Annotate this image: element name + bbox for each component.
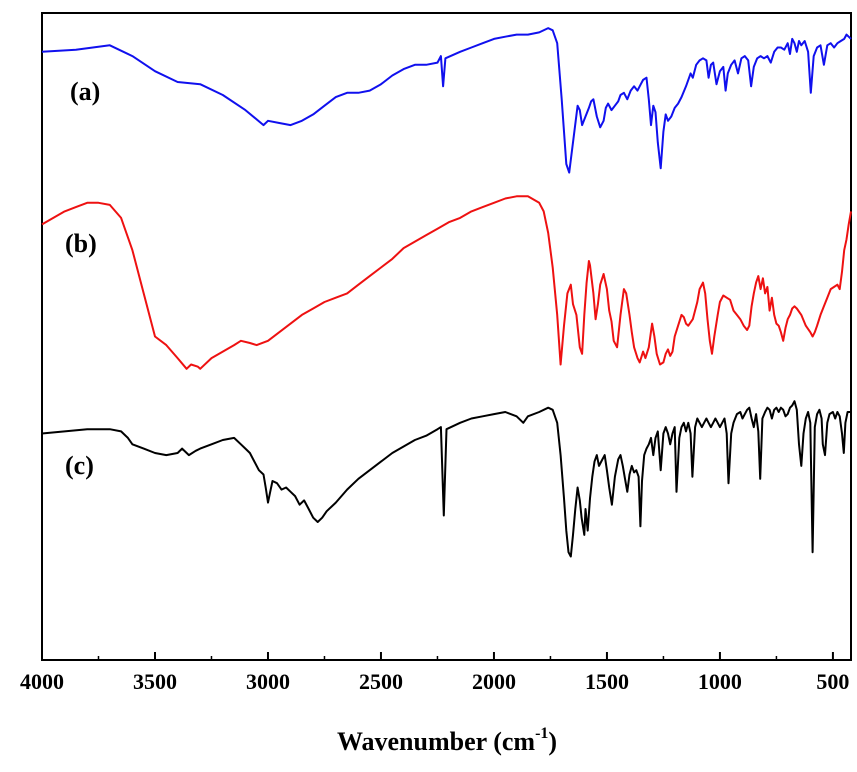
x-axis: 4000 3500 3000 2500 2000 1500 1000 500 <box>20 652 849 694</box>
series-label-b: (b) <box>65 229 97 258</box>
x-axis-title-superscript: -1 <box>535 725 548 742</box>
x-axis-title: Wavenumber (cm-1) <box>337 725 557 756</box>
x-axis-title-tail: ) <box>548 727 557 756</box>
x-axis-title-text: Wavenumber (cm <box>337 727 535 756</box>
x-tick-label-500: 500 <box>816 669 849 694</box>
plot-frame <box>41 12 852 661</box>
series-labels: (a) (b) (c) <box>65 77 100 480</box>
series-line-c <box>41 400 851 558</box>
x-tick-label-2000: 2000 <box>472 669 516 694</box>
x-tick-label-1000: 1000 <box>698 669 742 694</box>
series-line-a <box>41 27 852 174</box>
series-label-a: (a) <box>70 77 100 106</box>
series-label-c: (c) <box>65 451 94 480</box>
series-line-b <box>41 195 852 370</box>
x-tick-label-1500: 1500 <box>585 669 629 694</box>
x-tick-label-4000: 4000 <box>20 669 64 694</box>
x-tick-label-3500: 3500 <box>133 669 177 694</box>
series-layer <box>41 27 852 558</box>
x-tick-label-3000: 3000 <box>246 669 290 694</box>
x-tick-label-2500: 2500 <box>359 669 403 694</box>
